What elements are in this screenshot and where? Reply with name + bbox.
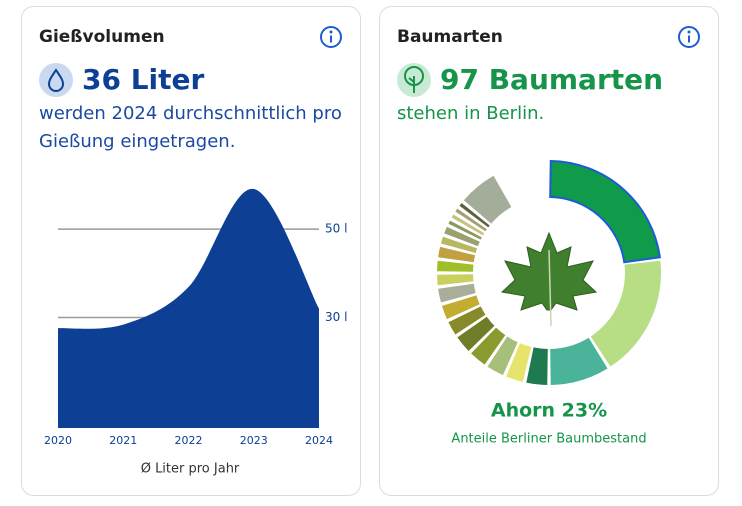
x-tick-label: 2023 bbox=[240, 434, 268, 447]
x-tick-label: 2021 bbox=[109, 434, 137, 447]
donut-segment bbox=[455, 208, 487, 232]
donut-segment bbox=[440, 236, 478, 253]
y-tick-label: 50 l bbox=[325, 222, 347, 236]
donut-segment bbox=[437, 260, 474, 272]
donut-segment bbox=[459, 202, 490, 228]
x-tick-label: 2024 bbox=[305, 434, 333, 447]
donut-segment bbox=[549, 159, 662, 264]
donut-segment bbox=[463, 175, 512, 224]
tree-icon bbox=[397, 63, 431, 97]
donut-segment bbox=[506, 343, 532, 382]
x-tick-label: 2022 bbox=[175, 434, 203, 447]
headline: 36 Liter bbox=[82, 63, 205, 96]
caption: Anteile Berliner Baumbestand bbox=[451, 432, 646, 447]
donut-segment bbox=[487, 336, 518, 376]
highlight-label: Ahorn 23% bbox=[491, 400, 607, 422]
donut-segment bbox=[441, 295, 480, 320]
donut-segment bbox=[471, 327, 506, 365]
area bbox=[58, 188, 319, 428]
donut-segment bbox=[457, 316, 495, 351]
donut-segment bbox=[438, 283, 476, 303]
donut-segment bbox=[550, 337, 608, 385]
droplet-icon bbox=[39, 63, 73, 97]
donut-segment bbox=[438, 246, 476, 263]
leaf-image bbox=[500, 231, 598, 327]
donut-segment bbox=[444, 226, 480, 247]
donut-segment bbox=[448, 220, 482, 240]
headline: 97 Baumarten bbox=[440, 63, 663, 96]
donut-segment bbox=[526, 347, 548, 385]
card-title: Baumarten bbox=[397, 27, 503, 47]
subtitle: werden 2024 durchschnittlich pro bbox=[39, 103, 342, 124]
donut-segment bbox=[590, 260, 661, 367]
x-axis-label: Ø Liter pro Jahr bbox=[141, 462, 240, 477]
subtitle: stehen in Berlin. bbox=[397, 103, 544, 124]
info-button[interactable] bbox=[678, 26, 700, 48]
subtitle: Gießung eingetragen. bbox=[39, 131, 235, 152]
donut bbox=[437, 159, 662, 385]
y-tick-label: 30 l bbox=[325, 310, 347, 324]
x-tick-label: 2020 bbox=[44, 434, 72, 447]
donut-segment bbox=[451, 214, 485, 236]
donut-segment bbox=[437, 274, 474, 286]
donut-segment bbox=[448, 306, 486, 335]
info-button[interactable] bbox=[320, 26, 342, 48]
card-title: Gießvolumen bbox=[39, 27, 165, 47]
